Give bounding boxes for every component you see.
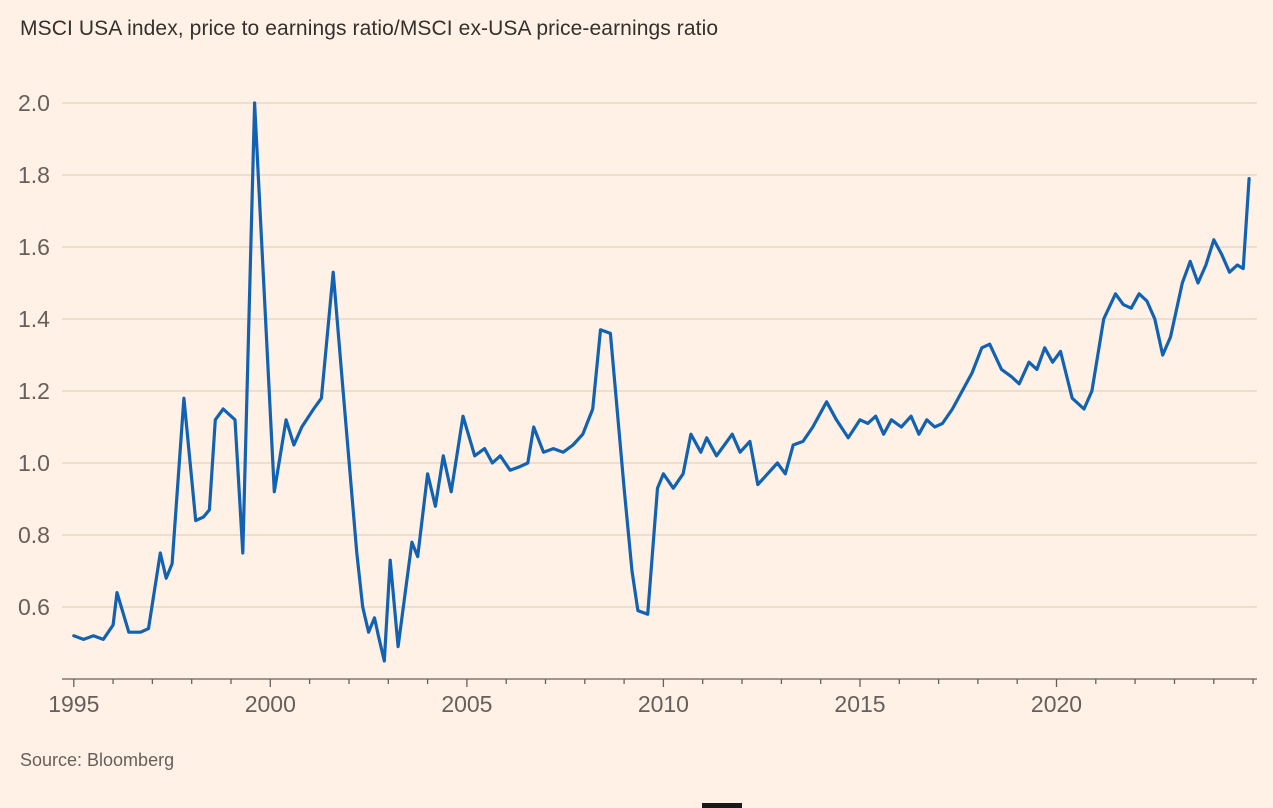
chart-line [72,101,1251,663]
x-tick-label: 2005 [441,691,492,717]
y-tick-label: 1.6 [18,234,50,260]
y-tick-label: 0.8 [18,522,50,548]
y-tick-label: 0.6 [18,594,50,620]
x-tick-label: 1995 [48,691,99,717]
x-tick-label: 2020 [1031,691,1082,717]
x-tick-label: 2000 [245,691,296,717]
x-tick-label: 2010 [638,691,689,717]
line-chart: 0.6 0.8 1.0 1.2 1.4 1.6 1.8 2.0 1995 2000 2005 2010… [18,90,1257,717]
y-tick-label: 1.2 [18,378,50,404]
chart-title: MSCI USA index, price to earnings ratio/… [20,17,719,40]
y-tick-label: 2.0 [18,90,50,116]
source-note: Source: Bloomberg [20,750,175,770]
bottom-marker [702,803,742,808]
y-tick-label: 1.0 [18,450,50,476]
y-tick-label: 1.4 [18,306,50,332]
y-tick-label: 1.8 [18,162,50,188]
x-tick-label: 2015 [834,691,885,717]
